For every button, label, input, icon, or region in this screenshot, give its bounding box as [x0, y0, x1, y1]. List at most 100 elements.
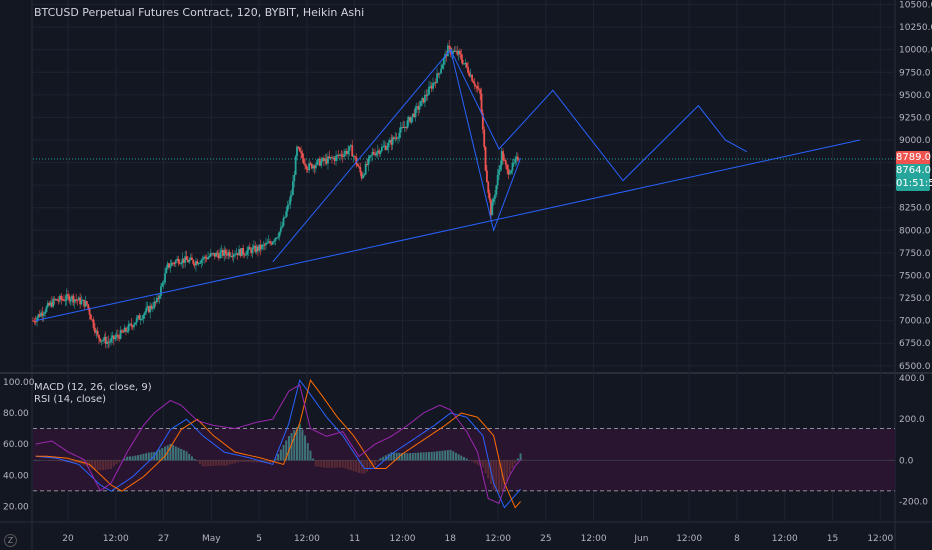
candle-body [275, 237, 278, 239]
candle-body [87, 304, 90, 309]
candle-body [53, 298, 56, 300]
macd-histogram-bar [182, 450, 185, 461]
candle-body [169, 265, 172, 268]
macd-label[interactable]: MACD (12, 26, close, 9) [34, 382, 152, 393]
macd-histogram-bar [409, 453, 412, 461]
candle-body [49, 302, 52, 306]
macd-histogram-bar [508, 460, 511, 474]
price-tick-label: 6750.0 [899, 339, 931, 349]
rsi-line [35, 384, 521, 504]
macd-histogram-bar [239, 460, 242, 462]
candle-body [504, 160, 507, 165]
macd-histogram-bar [145, 453, 148, 461]
candle-body [156, 297, 158, 303]
macd-histogram-bar [487, 460, 490, 479]
candle-body [111, 335, 114, 339]
macd-histogram-bar [190, 456, 193, 461]
macd-histogram-bar [137, 455, 140, 461]
candle-body [80, 300, 83, 305]
rsi-label[interactable]: RSI (14, close) [34, 394, 107, 405]
candle-body [211, 253, 214, 255]
candle-body [127, 324, 130, 332]
candle-body [170, 262, 173, 266]
macd-histogram-bar [258, 460, 261, 463]
candle-body [472, 81, 475, 84]
candle-body [154, 301, 157, 303]
macd-histogram-bar [495, 460, 498, 492]
timezone-icon[interactable]: Z [4, 534, 17, 547]
time-tick-label: 25 [540, 534, 551, 544]
candle-body [153, 301, 156, 309]
candle-body [99, 338, 102, 342]
candle-body [213, 253, 216, 257]
candle-body [90, 314, 92, 320]
candle-body [312, 165, 315, 169]
candle-body [114, 337, 117, 340]
candle-body [433, 82, 436, 84]
candle-body [414, 107, 417, 117]
candle-body [294, 156, 297, 175]
price-axis[interactable]: 10500.0 10250.0 10000.0 9750.0 9500.0 9250.0 9… [899, 1, 932, 508]
macd-histogram-bar [279, 449, 282, 461]
time-tick-label: 27 [158, 534, 169, 544]
candle-body [40, 312, 42, 317]
candle-body [270, 243, 273, 245]
macd-histogram-bar [158, 449, 161, 461]
candle-body [415, 106, 418, 108]
candle-body [85, 301, 88, 305]
macd-histogram-bar [457, 454, 460, 461]
macd-histogram-bar [444, 450, 447, 461]
macd-histogram-bar [93, 460, 96, 470]
candle-body [173, 263, 176, 265]
macd-histogram-bar [328, 460, 331, 468]
macd-histogram-bar [392, 452, 395, 461]
candle-body [446, 45, 449, 57]
candle-body [293, 174, 296, 182]
candle-body [160, 286, 162, 296]
candle-body [410, 116, 413, 123]
macd-histogram-bar [75, 460, 78, 463]
macd-histogram-bar [99, 460, 102, 471]
candle-body [476, 86, 479, 89]
candle-body [354, 156, 356, 158]
candle-body [430, 86, 433, 89]
candle-body [265, 242, 267, 246]
candle-body [79, 297, 82, 305]
chart-title: BTCUSD Perpetual Futures Contract, 120, … [34, 6, 365, 19]
candle-body [502, 151, 504, 161]
candle-body [50, 302, 53, 307]
macd-histogram-bar [481, 460, 484, 468]
candle-body [115, 334, 118, 338]
drawings-layer[interactable] [35, 48, 861, 322]
candle-body [239, 249, 242, 257]
time-tick-label: 11 [349, 534, 360, 544]
candle-body [251, 247, 254, 254]
candle-body [333, 157, 336, 161]
candle-body [165, 267, 168, 274]
candle-body [508, 173, 511, 175]
macd-histogram-bar [460, 455, 463, 461]
candle-body [139, 319, 142, 321]
macd-histogram-bar [349, 460, 352, 471]
macd-histogram-bar [269, 460, 272, 463]
macd-histogram-bar [438, 451, 441, 461]
candle-body [150, 305, 153, 309]
macd-histogram-bar [107, 460, 110, 470]
time-axis[interactable]: 20 12:00 27 May 5 12:00 11 12:00 18 12:00 25 12:00 J… [62, 534, 893, 544]
macd-histogram-bar [382, 456, 385, 461]
candle-body [305, 165, 308, 169]
candle-body [157, 297, 160, 299]
macd-histogram-bar [320, 460, 323, 468]
candle-body [417, 106, 420, 110]
candle-body [220, 249, 223, 253]
candle-body [204, 256, 207, 258]
price-tick-label: 10000.0 [899, 46, 932, 56]
candle-body [242, 248, 245, 255]
candle-body [76, 299, 79, 301]
macd-histogram-bar [255, 460, 258, 463]
macd-histogram-bar [212, 460, 215, 466]
candle-body [143, 312, 146, 315]
indicator-pane: 100.00 80.00 60.00 40.00 20.00 [3, 378, 895, 512]
macd-histogram-bar [341, 460, 344, 468]
